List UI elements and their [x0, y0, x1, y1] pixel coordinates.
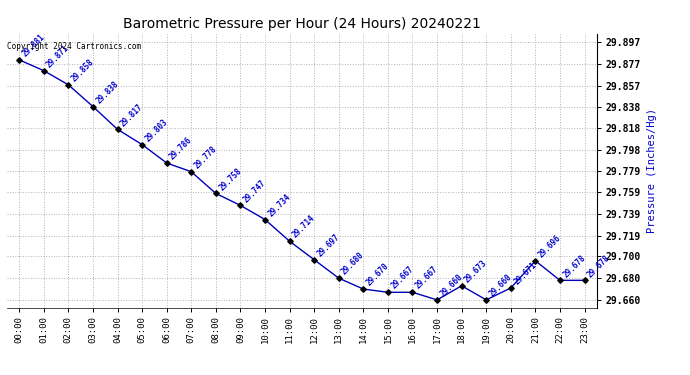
Text: 29.673: 29.673: [463, 258, 489, 284]
Text: 29.747: 29.747: [241, 178, 268, 204]
Text: 29.678: 29.678: [586, 253, 612, 279]
Text: 29.838: 29.838: [95, 79, 120, 105]
Text: 29.670: 29.670: [365, 262, 391, 288]
Text: 29.871: 29.871: [45, 43, 71, 69]
Text: 29.678: 29.678: [562, 253, 587, 279]
Text: 29.803: 29.803: [144, 117, 170, 143]
Text: 29.858: 29.858: [70, 57, 96, 83]
Text: 29.697: 29.697: [315, 232, 342, 258]
Text: 29.680: 29.680: [340, 251, 366, 277]
Text: 29.667: 29.667: [414, 265, 440, 291]
Y-axis label: Pressure (Inches/Hg): Pressure (Inches/Hg): [647, 108, 657, 233]
Text: 29.758: 29.758: [217, 166, 243, 192]
Text: 29.778: 29.778: [193, 144, 219, 170]
Text: 29.667: 29.667: [389, 265, 415, 291]
Text: 29.734: 29.734: [266, 192, 293, 218]
Text: 29.714: 29.714: [291, 214, 317, 240]
Text: 29.696: 29.696: [537, 233, 563, 260]
Text: 29.786: 29.786: [168, 136, 194, 162]
Text: 29.660: 29.660: [488, 273, 513, 298]
Text: 29.671: 29.671: [512, 261, 538, 286]
Text: 29.817: 29.817: [119, 102, 145, 128]
Title: Barometric Pressure per Hour (24 Hours) 20240221: Barometric Pressure per Hour (24 Hours) …: [123, 17, 481, 31]
Text: 29.660: 29.660: [438, 273, 464, 298]
Text: 29.881: 29.881: [21, 33, 46, 58]
Text: Copyright 2024 Cartronics.com: Copyright 2024 Cartronics.com: [8, 42, 141, 51]
